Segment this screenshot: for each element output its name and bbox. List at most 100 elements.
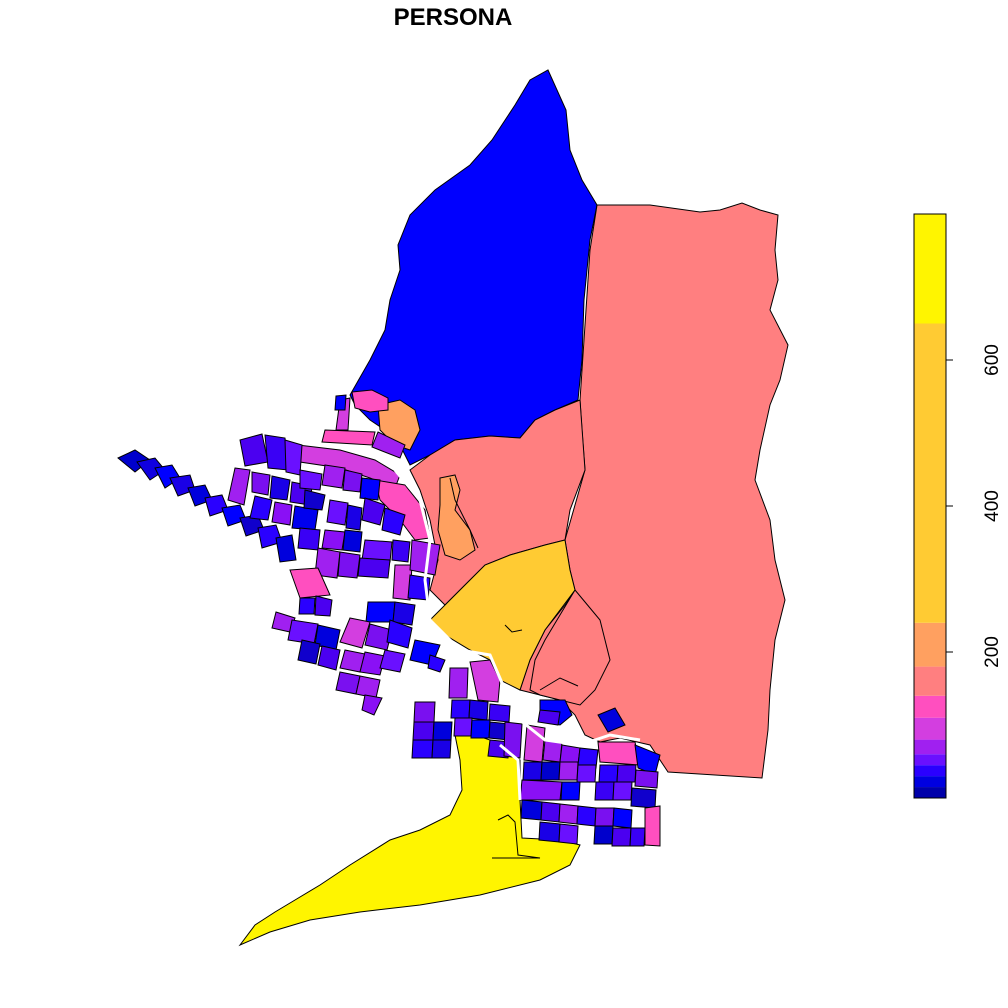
parcel	[470, 719, 491, 739]
parcel	[374, 479, 431, 541]
parcel	[469, 659, 501, 703]
parcel	[519, 779, 563, 801]
parcel	[611, 827, 632, 847]
parcel	[361, 497, 386, 526]
parcel	[560, 781, 581, 801]
parcel	[450, 699, 471, 719]
parcel	[314, 595, 333, 617]
parcel	[538, 821, 561, 843]
parcel	[537, 709, 561, 726]
parcel	[361, 694, 383, 716]
parcel	[334, 394, 347, 411]
parcel	[558, 823, 579, 845]
legend-band	[914, 323, 946, 623]
parcel	[339, 617, 371, 649]
map-title: PERSONA	[393, 4, 513, 31]
parcel	[597, 707, 626, 733]
parcel	[239, 433, 269, 467]
parcel	[558, 803, 579, 825]
parcel	[303, 489, 326, 511]
parcel	[468, 699, 489, 721]
parcel	[593, 825, 614, 845]
parcel	[321, 429, 376, 446]
parcel	[644, 805, 661, 847]
parcel	[392, 564, 413, 601]
parcel	[337, 551, 361, 579]
parcel	[413, 701, 436, 723]
parcel	[594, 781, 615, 801]
parcel	[540, 801, 561, 823]
parcel	[365, 601, 396, 623]
parcel	[540, 761, 561, 781]
legend-band	[914, 717, 946, 740]
parcel	[391, 539, 411, 563]
parcel	[227, 467, 251, 506]
parcel	[629, 827, 646, 847]
legend-band	[914, 739, 946, 755]
road-outlines	[449, 477, 579, 859]
parcel	[342, 529, 363, 553]
parcel	[453, 717, 473, 737]
parcel	[251, 471, 271, 496]
parcel	[355, 675, 381, 699]
parcel	[297, 639, 321, 665]
parcel	[275, 534, 297, 563]
parcel	[427, 654, 446, 673]
parcel	[357, 557, 391, 579]
zone-southeast-salmon[interactable]	[529, 589, 611, 706]
parcel	[392, 601, 416, 626]
parcel	[321, 464, 346, 489]
parcel	[612, 781, 633, 801]
parcel	[598, 764, 619, 783]
road-lines	[393, 469, 641, 801]
zone-orange-inner[interactable]	[437, 474, 476, 561]
legend-band	[914, 695, 946, 718]
legend-band	[914, 776, 946, 788]
parcel	[488, 703, 511, 723]
parcel	[630, 787, 657, 809]
parcel	[431, 739, 452, 759]
legend-tick-label: 600	[982, 344, 1003, 376]
legend-tick-label: 400	[982, 490, 1003, 522]
legend-band	[914, 214, 946, 324]
parcel	[558, 761, 579, 781]
parcel	[381, 507, 406, 536]
legend-band	[914, 754, 946, 766]
parcel	[271, 501, 293, 526]
parcel	[351, 389, 389, 413]
zone-center-gold[interactable]	[429, 539, 576, 691]
parcel	[522, 761, 543, 781]
parcel	[612, 807, 633, 829]
parcel	[314, 547, 341, 579]
parcel	[359, 477, 381, 501]
legend-band	[914, 666, 946, 696]
legend-band	[914, 765, 946, 777]
parcel	[597, 741, 641, 766]
parcel	[594, 807, 615, 827]
parcel	[345, 504, 363, 531]
parcel	[342, 469, 363, 493]
parcel	[634, 769, 659, 789]
parcel	[616, 764, 637, 783]
zone-south-yellow[interactable]	[238, 734, 581, 947]
parcel	[298, 597, 316, 615]
legend-colorbar	[913, 213, 947, 799]
parcel	[386, 619, 413, 649]
legend-band	[914, 622, 946, 667]
parcel	[412, 721, 435, 741]
parcel	[317, 645, 341, 671]
parcel	[289, 567, 331, 599]
parcel	[249, 495, 273, 521]
parcel	[576, 764, 597, 783]
parcel	[321, 529, 346, 551]
legend-tick-label: 200	[982, 636, 1003, 668]
parcel	[359, 651, 386, 676]
parcel	[503, 721, 523, 759]
parcel	[576, 805, 597, 827]
parcel	[448, 667, 469, 699]
parcel	[299, 469, 323, 491]
parcel	[297, 527, 321, 551]
parcel	[520, 799, 543, 821]
legend-ticks: 200 400 600	[946, 344, 1003, 668]
